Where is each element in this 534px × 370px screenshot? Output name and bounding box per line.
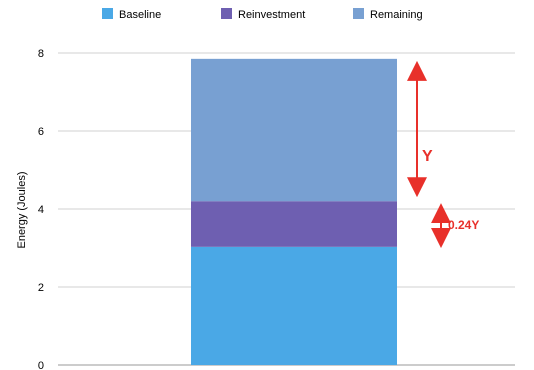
legend: Baseline Reinvestment Remaining: [102, 8, 423, 21]
y-tick-label: 6: [38, 126, 44, 138]
annotation-label-y: Y: [422, 148, 433, 165]
annotation-label-024y: 0.24Y: [448, 218, 479, 232]
legend-swatch: [353, 8, 364, 19]
bar-segment-baseline: [191, 246, 397, 365]
y-tick-label: 2: [38, 282, 44, 294]
y-axis-label: Energy (Joules): [16, 171, 28, 248]
y-axis-ticks: 0 2 4 6 8: [38, 48, 44, 370]
y-tick-label: 8: [38, 48, 44, 60]
legend-swatch: [102, 8, 113, 19]
annotations: Y 0.24Y: [407, 60, 479, 249]
y-tick-label: 4: [38, 204, 44, 216]
bar-segment-remaining: [191, 58, 397, 202]
legend-label: Reinvestment: [238, 9, 305, 21]
legend-label: Remaining: [370, 9, 423, 21]
bars: [191, 58, 397, 365]
legend-swatch: [221, 8, 232, 19]
bar-segment-reinvestment: [191, 201, 397, 247]
legend-label: Baseline: [119, 9, 161, 21]
y-tick-label: 0: [38, 360, 44, 370]
